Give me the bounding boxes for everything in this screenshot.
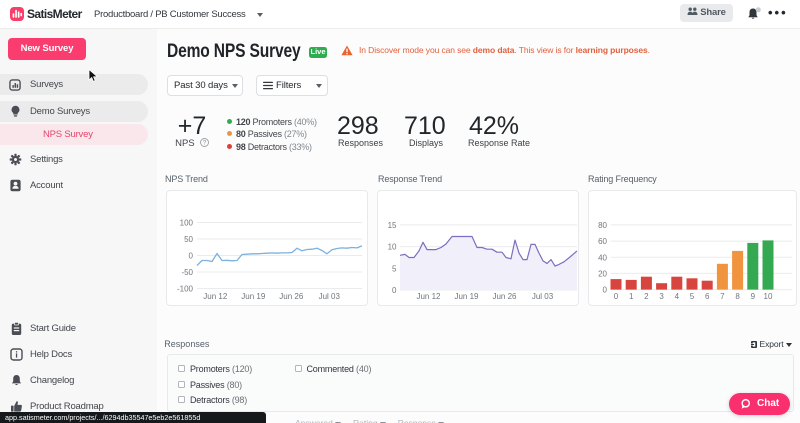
svg-text:9: 9 xyxy=(751,292,756,301)
svg-text:10: 10 xyxy=(764,292,773,301)
svg-text:Jun 19: Jun 19 xyxy=(241,292,266,301)
svg-text:2: 2 xyxy=(644,292,649,301)
svg-text:6: 6 xyxy=(705,292,710,301)
svg-text:Jul 03: Jul 03 xyxy=(532,292,554,301)
svg-text:0: 0 xyxy=(603,286,608,295)
svg-text:5: 5 xyxy=(690,292,695,301)
svg-text:20: 20 xyxy=(598,269,607,278)
svg-text:10: 10 xyxy=(388,243,397,252)
svg-text:60: 60 xyxy=(598,237,607,246)
svg-text:Jun 12: Jun 12 xyxy=(203,292,228,301)
svg-text:-100: -100 xyxy=(177,285,194,294)
svg-text:0: 0 xyxy=(614,292,619,301)
svg-text:Jun 12: Jun 12 xyxy=(416,292,441,301)
svg-text:5: 5 xyxy=(392,264,397,273)
svg-text:0: 0 xyxy=(189,252,194,261)
svg-text:Jun 26: Jun 26 xyxy=(279,292,304,301)
svg-text:4: 4 xyxy=(675,292,680,301)
svg-text:40: 40 xyxy=(598,253,607,262)
svg-text:8: 8 xyxy=(735,292,740,301)
svg-text:80: 80 xyxy=(598,221,607,230)
svg-text:50: 50 xyxy=(184,235,193,244)
svg-text:Jul 03: Jul 03 xyxy=(319,292,341,301)
svg-text:100: 100 xyxy=(180,219,194,228)
svg-text:15: 15 xyxy=(388,221,397,230)
svg-text:-50: -50 xyxy=(181,268,193,277)
svg-text:7: 7 xyxy=(720,292,725,301)
svg-text:3: 3 xyxy=(659,292,664,301)
svg-text:1: 1 xyxy=(629,292,634,301)
svg-text:Jun 19: Jun 19 xyxy=(454,292,479,301)
svg-text:Jun 26: Jun 26 xyxy=(492,292,517,301)
svg-text:?: ? xyxy=(203,141,207,147)
svg-text:0: 0 xyxy=(392,286,397,295)
